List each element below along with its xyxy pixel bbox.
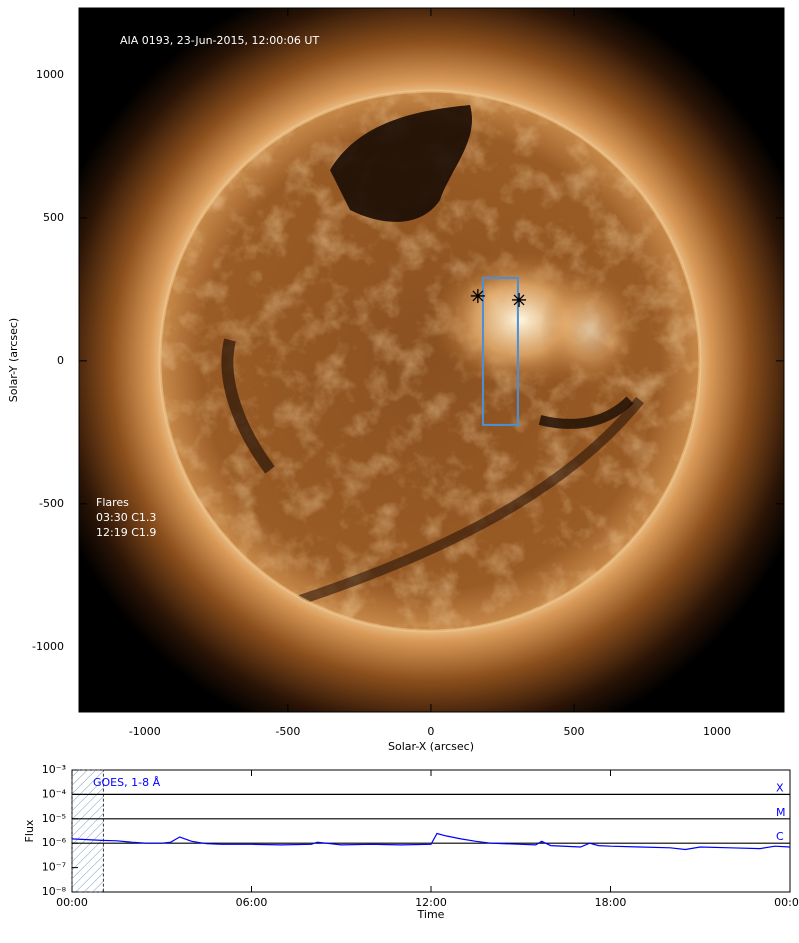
region-box (482, 276, 519, 426)
y-tick-label: 10⁻⁷ (42, 861, 66, 874)
y-axis-label: Solar-Y (arcsec) (7, 318, 20, 402)
axes-frame (78, 7, 785, 713)
y-tick-label: 10⁻⁴ (42, 787, 67, 800)
x-tick-label: 500 (563, 725, 584, 738)
marker (470, 288, 485, 303)
x-tick-label: 00:00 (56, 896, 88, 909)
y-tick-label: 0 (57, 354, 64, 367)
y-tick-label: 10⁻⁵ (42, 812, 66, 825)
x-tick-label: -1000 (129, 725, 161, 738)
x-tick-label: 18:00 (595, 896, 627, 909)
y-tick-label: -1000 (32, 640, 64, 653)
x-axis-label: Time (417, 908, 445, 921)
y-tick-label: 10⁻⁶ (42, 836, 67, 849)
level-label: M (776, 806, 786, 819)
plot-area (72, 832, 790, 851)
x-tick-label: 1000 (703, 725, 731, 738)
legend-label: GOES, 1-8 Å (93, 776, 161, 789)
y-tick-label: 10⁻⁸ (42, 885, 67, 898)
x-tick-label: -500 (275, 725, 300, 738)
x-tick-label: 12:00 (415, 896, 447, 909)
x-tick-label: 06:00 (236, 896, 268, 909)
series-line (72, 832, 790, 851)
level-label: C (776, 830, 784, 843)
shaded-region (71, 769, 104, 893)
annotation: 03:30 C1.3 (96, 511, 156, 524)
annotation: Flares (96, 496, 129, 509)
x-tick-label: 00:00 (774, 896, 799, 909)
y-tick-label: -500 (39, 497, 64, 510)
y-axis-label: Flux (23, 819, 36, 842)
level-label: X (776, 781, 784, 794)
y-tick-label: 1000 (36, 68, 64, 81)
marker (512, 292, 527, 307)
image-title: AIA 0193, 23-Jun-2015, 12:00:06 UT (120, 34, 319, 47)
y-tick-label: 500 (43, 211, 64, 224)
solar-image (79, 8, 784, 712)
axes-frame (71, 769, 791, 893)
x-axis-label: Solar-X (arcsec) (388, 740, 474, 753)
annotation: 12:19 C1.9 (96, 526, 156, 539)
y-tick-label: 10⁻³ (42, 763, 66, 776)
x-tick-label: 0 (427, 725, 434, 738)
